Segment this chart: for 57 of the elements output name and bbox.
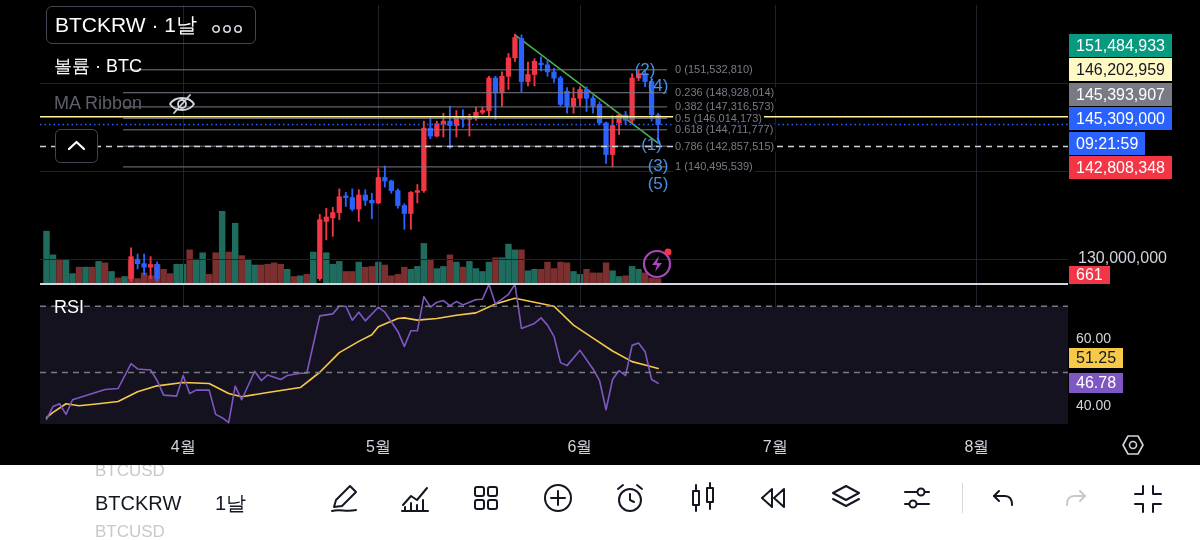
bar: [101, 262, 109, 283]
text: 46.78: [1069, 373, 1124, 393]
bar: [88, 266, 96, 283]
text: 661: [1069, 266, 1110, 284]
bar: [231, 222, 239, 283]
text: RSI: [54, 297, 85, 318]
ref-line-label: 0 (151,532,810): [675, 63, 753, 76]
text: 146,202,959: [1069, 58, 1172, 81]
bar: [95, 261, 102, 283]
bar: [238, 255, 245, 283]
chart-title: 볼륨 · BTC: [54, 55, 142, 78]
bar: [284, 268, 291, 283]
ref-line-label: 1 (140,495,539): [675, 160, 753, 173]
bar: [459, 266, 467, 283]
text: 145,393,907: [1069, 82, 1172, 106]
bar: [453, 261, 460, 283]
text: 09:21:59: [1069, 131, 1146, 155]
bar: [82, 266, 89, 283]
bar: [427, 258, 434, 283]
bar: [355, 261, 363, 283]
bar: [375, 261, 382, 283]
bar: [225, 251, 232, 283]
text: 142,808,348: [1069, 156, 1172, 179]
x-tick-label: 7월: [762, 438, 788, 456]
ref-line-label: 0.5 (146,014,173): [675, 111, 762, 124]
bar: [303, 274, 310, 283]
text: 1날: [215, 492, 247, 514]
text: BTCKRW: [95, 492, 182, 514]
bar: [121, 276, 128, 283]
y-tick-label: 60.00: [1076, 330, 1112, 347]
bar: [218, 211, 226, 283]
x-tick-label: 8월: [964, 438, 990, 456]
text: 151,484,933: [1069, 33, 1172, 57]
ref-line-label: 0.236 (148,928,014): [675, 86, 775, 99]
y-tick-label: 40.00: [1076, 396, 1112, 413]
bar: [56, 258, 63, 283]
annotation: (3): [647, 155, 669, 175]
ref-line-label: 0.382 (147,316,573): [675, 100, 775, 113]
bar: [75, 266, 83, 283]
ref-line-label: 0.618 (144,711,777): [675, 123, 774, 136]
x-tick-label: 5월: [365, 438, 391, 456]
bar: [108, 271, 115, 283]
text: 130,000,000: [1078, 248, 1167, 268]
annotation: MA Ribbon: [54, 93, 143, 114]
bar: [297, 275, 304, 283]
text: 51.25: [1069, 348, 1124, 368]
annotation: (5): [647, 173, 669, 193]
bar: [290, 276, 297, 283]
x-tick-label: 4월: [170, 438, 196, 456]
text: 145,309,000: [1069, 107, 1172, 130]
x-tick-label: 6월: [567, 438, 593, 456]
bar: [186, 249, 193, 283]
bar: [518, 249, 525, 283]
bar: [492, 257, 499, 283]
bar: [622, 275, 629, 283]
ref-line-label: 0.786 (142,857,515): [675, 139, 775, 152]
chart-title: BTCKRW · 1날: [55, 12, 197, 38]
